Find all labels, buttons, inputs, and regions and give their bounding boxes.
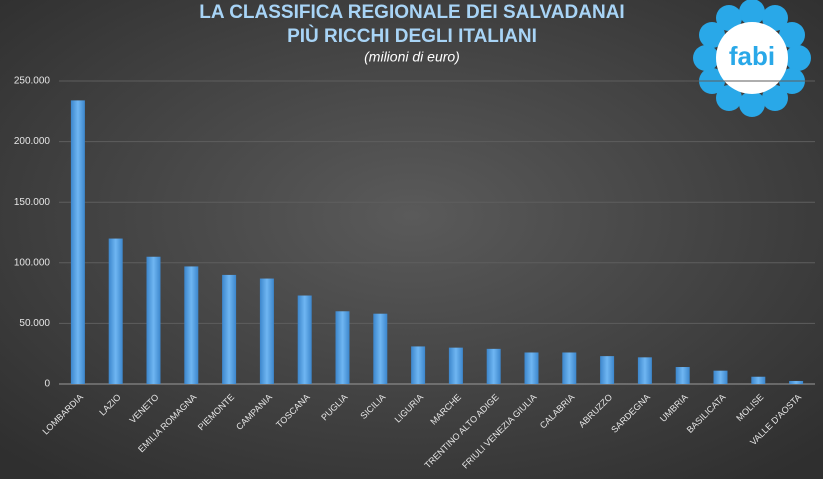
bar (222, 274, 237, 384)
logo-petals (693, 0, 811, 117)
bar (562, 352, 577, 384)
bar (524, 352, 539, 384)
bar (411, 346, 426, 384)
bar (259, 278, 274, 384)
logo-center (716, 22, 788, 94)
bar (713, 370, 728, 384)
bar (486, 348, 501, 384)
chart-subtitle: (milioni di euro) (364, 49, 460, 65)
bar (184, 266, 199, 384)
bar (70, 100, 85, 384)
y-tick-label: 50.000 (19, 318, 50, 329)
y-tick-label: 0 (44, 379, 50, 390)
y-tick-label: 100.000 (14, 257, 51, 268)
bar (751, 376, 766, 384)
logo: fabi (693, 0, 811, 117)
chart-title: LA CLASSIFICA REGIONALE DEI SALVADANAI (199, 2, 624, 23)
logo-text: fabi (729, 41, 775, 71)
bar (448, 347, 463, 384)
y-tick-label: 200.000 (14, 136, 51, 147)
bar (675, 367, 690, 384)
y-tick-label: 150.000 (14, 197, 51, 208)
bar (108, 238, 123, 384)
bar (335, 311, 350, 384)
bar (637, 357, 652, 384)
bar (297, 295, 312, 384)
y-tick-label: 250.000 (14, 76, 51, 87)
bar (600, 356, 615, 384)
bar (373, 313, 388, 384)
chart-title: PIÙ RICCHI DEGLI ITALIANI (287, 25, 537, 47)
bar (789, 380, 804, 384)
bar (146, 256, 161, 384)
